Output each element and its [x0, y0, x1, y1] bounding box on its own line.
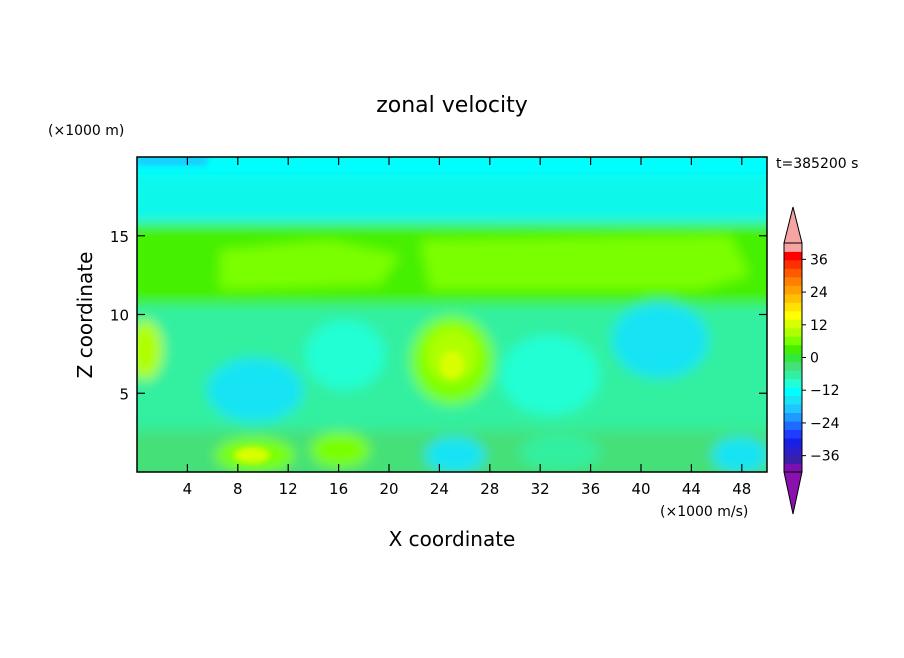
velocity-field	[137, 157, 767, 472]
y-tick-label: 5	[119, 385, 129, 403]
colorbar-label: −24	[810, 416, 840, 432]
time-label: t=385200 s	[776, 156, 858, 172]
colorbar-swatch	[784, 344, 802, 354]
colorbar-swatch	[784, 251, 802, 261]
colorbar-swatch	[784, 378, 802, 388]
colorbar-swatch	[784, 387, 802, 397]
y-tick-label: 10	[110, 307, 129, 325]
cyan-blob-4	[500, 335, 600, 415]
lightgreen-region-left	[220, 240, 400, 290]
colorbar-label: 36	[810, 252, 828, 268]
y-unit-label: (×1000 m)	[48, 123, 124, 139]
field-details	[137, 157, 464, 463]
y-axis-label: Z coordinate	[73, 252, 97, 379]
x-tick-label: 40	[631, 480, 650, 498]
colorbar-swatch	[784, 243, 802, 252]
bottom-cyan-1	[425, 437, 485, 472]
colorbar-swatch	[784, 395, 802, 405]
x-axis-ticks: 4 8 12 16 20 24 28 32 36 40 44 48	[183, 157, 751, 498]
colorbar-label: −36	[810, 449, 840, 465]
field-blobs	[137, 157, 767, 472]
colorbar-under-triangle	[783, 471, 803, 515]
top-blue-strip	[137, 157, 207, 165]
colorbar-swatch	[784, 276, 802, 286]
colorbar-swatch	[784, 370, 802, 380]
colorbar-swatch	[784, 259, 802, 269]
colorbar-label: 12	[810, 318, 828, 334]
chart-title: zonal velocity	[376, 93, 528, 118]
left-edge-yellowgreen	[137, 320, 163, 380]
colorbar-swatch	[784, 446, 802, 456]
colorbar-swatch	[784, 412, 802, 422]
colorbar-swatch	[784, 455, 802, 464]
x-axis-label: X coordinate	[389, 527, 516, 551]
colorbar-swatch	[784, 421, 802, 430]
colorbar-swatch	[784, 438, 802, 447]
x-tick-label: 36	[581, 480, 600, 498]
colorbar-swatch	[784, 268, 802, 278]
colorbar-swatch	[784, 293, 802, 303]
y-axis-ticks: 5 10 15	[110, 228, 767, 403]
center-yellow-spot	[440, 351, 464, 379]
x-tick-label: 20	[379, 480, 398, 498]
colorbar-label: −12	[810, 383, 840, 399]
x-tick-label: 28	[480, 480, 499, 498]
colorbar-swatch	[784, 336, 802, 346]
colorbar-swatch	[784, 463, 802, 473]
bottom-teal-1	[520, 434, 600, 470]
bottom-yellow-spot	[234, 447, 270, 463]
cyan-blob-3	[612, 302, 708, 378]
colorbar-swatch	[784, 285, 802, 295]
colorbar-swatch	[784, 319, 802, 329]
colorbar-swatch	[784, 404, 802, 414]
x-tick-label: 24	[430, 480, 449, 498]
cyan-blob-2	[305, 320, 385, 390]
colorbar-unit-label: (×1000 m/s)	[660, 504, 748, 520]
colorbar-swatch	[784, 310, 802, 320]
x-tick-label: 44	[682, 480, 701, 498]
x-tick-label: 16	[329, 480, 348, 498]
x-tick-label: 12	[279, 480, 298, 498]
colorbar-label: 0	[810, 351, 819, 367]
colorbar-swatch	[784, 327, 802, 337]
colorbar-swatch	[784, 361, 802, 371]
lightgreen-region-right	[420, 235, 750, 290]
x-tick-label: 48	[732, 480, 751, 498]
x-tick-label: 8	[233, 480, 243, 498]
colorbar: 36 24 12 0 −12 −24 −36	[783, 206, 840, 515]
y-tick-label: 15	[110, 228, 129, 246]
colorbar-swatch	[784, 353, 802, 363]
upper-teal-band	[137, 175, 767, 220]
cyan-blob-1	[207, 358, 303, 422]
colorbar-label: 24	[810, 285, 828, 301]
x-tick-label: 32	[531, 480, 550, 498]
bottom-lightgreen-2	[310, 432, 370, 468]
colorbar-over-triangle	[783, 206, 803, 244]
colorbar-swatch	[784, 429, 802, 439]
bottom-cyan-2	[712, 437, 767, 472]
x-tick-label: 4	[183, 480, 193, 498]
colorbar-swatch	[784, 302, 802, 312]
